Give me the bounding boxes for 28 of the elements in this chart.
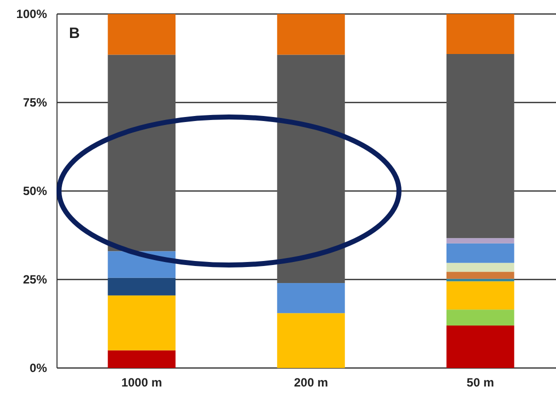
x-tick-label: 50 m	[466, 376, 494, 390]
bar	[446, 281, 514, 310]
bar	[277, 313, 345, 368]
x-tick-label: 1000 m	[121, 376, 162, 390]
annotation: B	[69, 25, 80, 42]
bar	[446, 272, 514, 279]
bar	[108, 278, 176, 296]
bar	[446, 262, 514, 272]
bar	[277, 54, 345, 284]
y-tick-label: 100%	[16, 6, 48, 21]
bar	[446, 14, 514, 54]
bar	[108, 350, 176, 368]
bar	[277, 283, 345, 314]
bar	[446, 54, 514, 238]
bar	[108, 54, 176, 252]
bar	[277, 14, 345, 55]
bar	[446, 278, 514, 282]
y-tick-label: 50%	[22, 184, 48, 198]
y-tick-label: 75%	[22, 95, 48, 110]
x-tick-label: 200 m	[294, 376, 328, 390]
bar	[108, 14, 176, 55]
y-tick-label: 25%	[22, 272, 48, 286]
bar	[446, 238, 514, 244]
bar	[446, 243, 514, 263]
bar	[446, 310, 514, 326]
y-tick-label: 0%	[30, 360, 48, 375]
bar	[108, 295, 176, 350]
bar	[446, 326, 514, 368]
